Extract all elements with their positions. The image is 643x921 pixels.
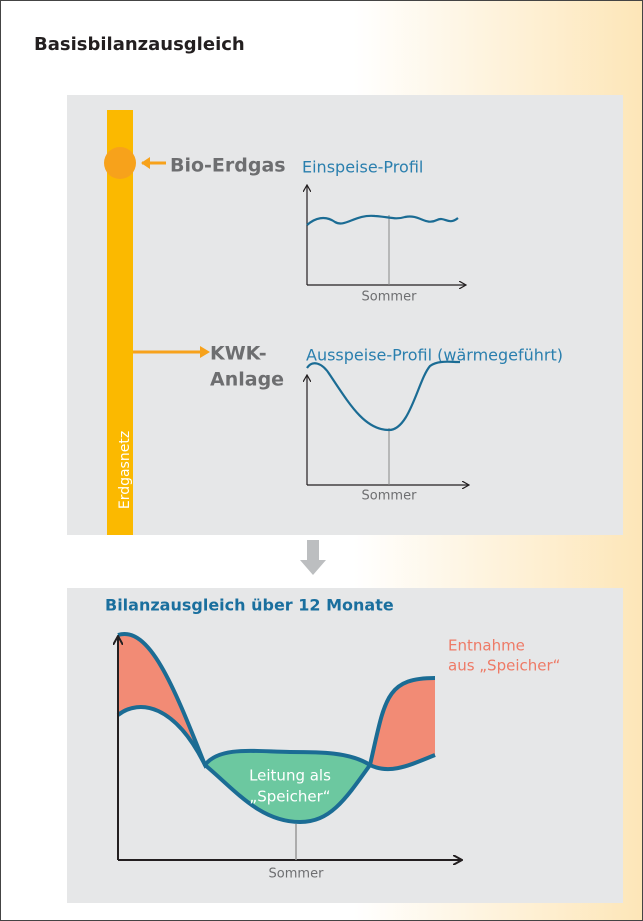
x-label: Sommer bbox=[362, 290, 418, 305]
pipe-label: Erdgasnetz bbox=[117, 431, 133, 509]
profile-title: Einspeise-Profil bbox=[302, 158, 423, 177]
feed-profile bbox=[306, 214, 459, 226]
sink-label: Anlage bbox=[210, 369, 284, 391]
storage-label: „Speicher“ bbox=[249, 788, 330, 806]
supply-panel bbox=[67, 95, 623, 535]
arrow-head bbox=[200, 346, 210, 358]
pipe bbox=[107, 110, 133, 535]
down-arrow bbox=[300, 540, 326, 575]
feed-point bbox=[104, 147, 136, 179]
withdrawal-area bbox=[370, 678, 435, 770]
withdrawal-label: Entnahme bbox=[448, 637, 525, 655]
x-label: Sommer bbox=[269, 867, 325, 882]
title: Basisbilanzausgleich bbox=[34, 34, 245, 55]
x-label: Sommer bbox=[362, 489, 418, 504]
withdrawal-label: aus „Speicher“ bbox=[448, 657, 560, 675]
storage-label: Leitung als bbox=[249, 767, 331, 785]
balance-panel bbox=[67, 588, 623, 903]
arrow-head bbox=[141, 157, 150, 169]
supply-curve bbox=[116, 705, 436, 772]
demand-curve bbox=[117, 632, 436, 825]
withdrawal-profile bbox=[306, 360, 461, 432]
panel-title: Bilanzausgleich über 12 Monate bbox=[105, 596, 394, 615]
storage-area bbox=[205, 750, 370, 822]
profile-title: Ausspeise-Profil (wärmegeführt) bbox=[306, 346, 563, 365]
sink-label: KWK- bbox=[210, 343, 267, 365]
source-label: Bio-Erdgas bbox=[170, 155, 286, 177]
withdrawal-area bbox=[118, 633, 205, 765]
